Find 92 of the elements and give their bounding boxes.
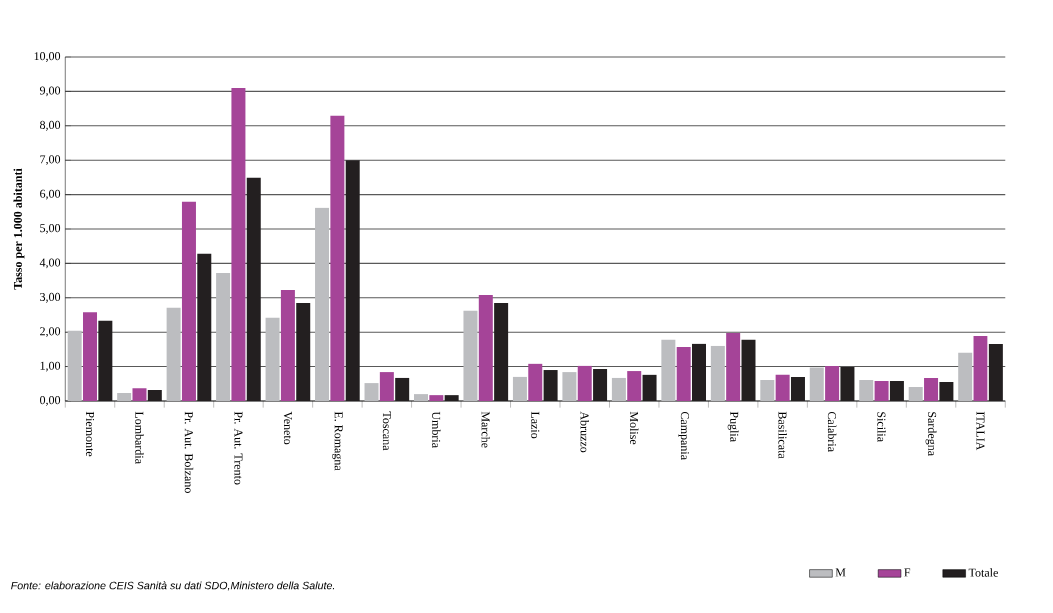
- bar: [676, 346, 691, 401]
- bar: [577, 365, 592, 401]
- y-tick-label: 9,00: [39, 86, 61, 97]
- x-tick-label: Pr. Aut. Trento: [234, 411, 243, 485]
- x-tick-label: Pr. Aut. Bolzano: [184, 411, 194, 493]
- bar: [83, 312, 98, 401]
- bar: [593, 369, 608, 401]
- bar: [67, 330, 82, 401]
- y-tick-label: 8,00: [40, 120, 61, 131]
- bar: [924, 377, 939, 401]
- bar: [692, 343, 707, 401]
- bar: [197, 253, 212, 401]
- source-note: Fonte: elaborazione CEIS Sanità su dati SDO,Ministero della Salute.: [11, 581, 335, 591]
- bar: [741, 339, 756, 401]
- x-tick-label: Veneto: [283, 411, 292, 445]
- y-tick-label: 2,00: [40, 327, 61, 338]
- bar: [825, 365, 840, 401]
- x-tick-label: Abruzzo: [580, 411, 589, 453]
- bar: [760, 380, 775, 401]
- bar: [726, 332, 741, 401]
- bar: [874, 381, 889, 401]
- bar: [661, 339, 676, 401]
- legend-label: Totale: [968, 568, 998, 577]
- bar: [642, 374, 657, 401]
- bar: [908, 386, 923, 401]
- bar: [216, 273, 231, 401]
- bar: [543, 370, 558, 401]
- bar: [181, 201, 196, 401]
- bar: [117, 393, 132, 401]
- y-tick-label: 10,00: [34, 52, 61, 62]
- bar: [265, 317, 280, 401]
- bar: [973, 335, 988, 401]
- bar: [413, 394, 428, 401]
- y-tick-label: 4,00: [39, 258, 61, 269]
- bar: [562, 372, 577, 401]
- legend-label: M: [835, 568, 846, 577]
- bar: [296, 302, 311, 401]
- bar: [627, 371, 642, 401]
- bar: [463, 310, 478, 401]
- bar: [528, 363, 543, 401]
- y-tick-label: 0,00: [40, 396, 61, 406]
- x-tick-label: Puglia: [727, 411, 739, 442]
- bar: [166, 307, 181, 401]
- bar: [710, 345, 725, 401]
- x-tick-label: Campania: [678, 411, 689, 460]
- x-tick-label: Lombardia: [135, 411, 144, 464]
- bar: [939, 382, 954, 401]
- bar: [364, 383, 379, 401]
- x-tick-label: Umbria: [432, 411, 441, 448]
- x-tick-label: Lazio: [531, 411, 540, 439]
- legend-label: F: [904, 568, 911, 577]
- y-axis-title: Tasso per 1.000 abitanti: [13, 168, 25, 290]
- x-tick-label: Sicilia: [877, 412, 886, 442]
- bar: [246, 177, 261, 401]
- x-tick-label: Sardegna: [925, 412, 937, 456]
- y-tick-label: 1,00: [40, 361, 61, 372]
- bar: [395, 377, 410, 401]
- bar: [132, 388, 147, 401]
- bar: [859, 380, 874, 401]
- y-tick-label: 5,00: [40, 224, 61, 234]
- bar: [494, 302, 509, 401]
- bar: [840, 366, 855, 401]
- bar: [345, 160, 360, 401]
- bar: [98, 320, 113, 401]
- bar: [429, 395, 444, 401]
- bar: [444, 395, 459, 401]
- bar: [147, 389, 162, 401]
- y-tick-label: 6,00: [40, 189, 61, 200]
- bar: [790, 376, 805, 401]
- x-tick-label: Marche: [481, 411, 491, 448]
- x-tick-label: Basilicata: [778, 411, 787, 459]
- x-tick-label: Toscana: [382, 411, 391, 451]
- y-tick-label: 7,00: [40, 155, 61, 166]
- bar: [315, 207, 330, 401]
- bar: [988, 343, 1003, 401]
- x-tick-label: E. Romagna: [332, 411, 343, 471]
- bar: [512, 376, 527, 401]
- bar: [958, 352, 973, 401]
- bar: [231, 87, 246, 401]
- bar: [889, 381, 904, 401]
- x-tick-label: Molise: [629, 411, 639, 445]
- bar: [809, 367, 824, 401]
- x-tick-label: Calabria: [827, 411, 837, 452]
- y-tick-label: 3,00: [40, 292, 61, 303]
- bar: [280, 289, 295, 401]
- bar: [478, 295, 493, 401]
- bar: [775, 374, 790, 401]
- bar: [611, 377, 626, 401]
- x-tick-label: ITALIA: [976, 411, 985, 451]
- x-tick-label: Piemonte: [85, 411, 95, 457]
- bar: [379, 372, 394, 401]
- bar: [330, 115, 345, 401]
